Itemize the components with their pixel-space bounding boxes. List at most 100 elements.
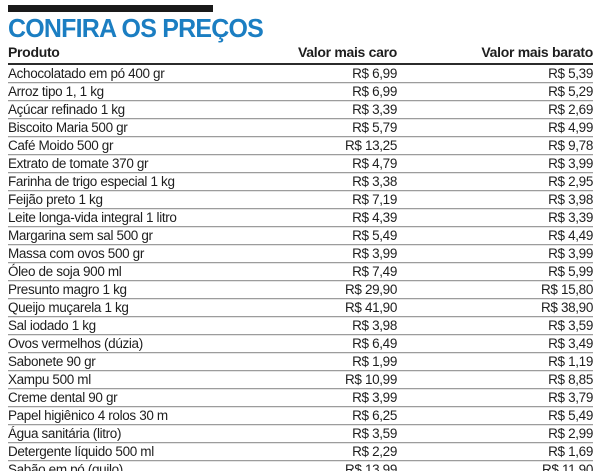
product-cell: Biscoito Maria 500 gr: [8, 120, 128, 135]
column-header-produto: Produto: [8, 44, 60, 60]
product-cell: Creme dental 90 gr: [8, 390, 118, 405]
product-cell: Farinha de trigo especial 1 kg: [8, 174, 175, 189]
expensive-cell: R$ 6,49: [352, 336, 397, 351]
cheap-cell: R$ 3,49: [548, 336, 593, 351]
cheap-cell: R$ 1,69: [548, 444, 593, 459]
expensive-cell: R$ 3,99: [352, 390, 397, 405]
title-accent-bar: [8, 5, 213, 12]
page-title: CONFIRA OS PREÇOS: [8, 13, 264, 43]
table-row: Sabão em pó (quilo) R$ 13,99 R$ 11,90: [8, 461, 593, 471]
expensive-cell: R$ 13,99: [345, 462, 397, 471]
expensive-cell: R$ 4,39: [352, 210, 397, 225]
expensive-cell: R$ 3,98: [352, 318, 397, 333]
expensive-cell: R$ 3,39: [352, 102, 397, 117]
expensive-cell: R$ 5,79: [352, 120, 397, 135]
product-cell: Extrato de tomate 370 gr: [8, 156, 149, 171]
expensive-cell: R$ 2,29: [352, 444, 397, 459]
table-row: Presunto magro 1 kg R$ 29,90 R$ 15,80: [8, 281, 593, 299]
product-cell: Feijão preto 1 kg: [8, 192, 103, 207]
product-cell: Achocolatado em pó 400 gr: [8, 66, 165, 81]
table-row: Leite longa-vida integral 1 litro R$ 4,3…: [8, 209, 593, 227]
expensive-cell: R$ 3,38: [352, 174, 397, 189]
cheap-cell: R$ 5,99: [548, 264, 593, 279]
table-row: Massa com ovos 500 gr R$ 3,99 R$ 3,99: [8, 245, 593, 263]
cheap-cell: R$ 4,99: [548, 120, 593, 135]
product-cell: Papel higiênico 4 rolos 30 m: [8, 408, 168, 423]
expensive-cell: R$ 13,25: [345, 138, 397, 153]
table-header-row: Produto Valor mais caro Valor mais barat…: [8, 43, 593, 65]
expensive-cell: R$ 41,90: [345, 300, 397, 315]
product-cell: Açúcar refinado 1 kg: [8, 102, 125, 117]
cheap-cell: R$ 3,39: [548, 210, 593, 225]
table-row: Detergente líquido 500 ml R$ 2,29 R$ 1,6…: [8, 443, 593, 461]
expensive-cell: R$ 6,25: [352, 408, 397, 423]
price-table: Produto Valor mais caro Valor mais barat…: [8, 43, 593, 471]
table-row: Ovos vermelhos (dúzia) R$ 6,49 R$ 3,49: [8, 335, 593, 353]
cheap-cell: R$ 11,90: [542, 462, 593, 471]
product-cell: Óleo de soja 900 ml: [8, 264, 122, 279]
table-body: Achocolatado em pó 400 gr R$ 6,99 R$ 5,3…: [8, 65, 593, 471]
product-cell: Sabonete 90 gr: [8, 354, 96, 369]
cheap-cell: R$ 5,29: [548, 84, 593, 99]
cheap-cell: R$ 2,95: [548, 174, 593, 189]
table-row: Café Moido 500 gr R$ 13,25 R$ 9,78: [8, 137, 593, 155]
cheap-cell: R$ 2,69: [548, 102, 593, 117]
expensive-cell: R$ 4,79: [352, 156, 397, 171]
table-row: Creme dental 90 gr R$ 3,99 R$ 3,79: [8, 389, 593, 407]
expensive-cell: R$ 3,59: [352, 426, 397, 441]
product-cell: Detergente líquido 500 ml: [8, 444, 154, 459]
cheap-cell: R$ 3,99: [548, 156, 593, 171]
cheap-cell: R$ 5,39: [548, 66, 593, 81]
product-cell: Presunto magro 1 kg: [8, 282, 127, 297]
product-cell: Café Moido 500 gr: [8, 138, 114, 153]
cheap-cell: R$ 5,49: [548, 408, 593, 423]
table-row: Sabonete 90 gr R$ 1,99 R$ 1,19: [8, 353, 593, 371]
table-row: Achocolatado em pó 400 gr R$ 6,99 R$ 5,3…: [8, 65, 593, 83]
table-row: Extrato de tomate 370 gr R$ 4,79 R$ 3,99: [8, 155, 593, 173]
table-row: Papel higiênico 4 rolos 30 m R$ 6,25 R$ …: [8, 407, 593, 425]
product-cell: Sabão em pó (quilo): [8, 462, 123, 471]
table-row: Feijão preto 1 kg R$ 7,19 R$ 3,98: [8, 191, 593, 209]
product-cell: Margarina sem sal 500 gr: [8, 228, 153, 243]
product-cell: Leite longa-vida integral 1 litro: [8, 210, 177, 225]
product-cell: Queijo muçarela 1 kg: [8, 300, 129, 315]
table-row: Xampu 500 ml R$ 10,99 R$ 8,85: [8, 371, 593, 389]
product-cell: Sal iodado 1 kg: [8, 318, 96, 333]
cheap-cell: R$ 4,49: [548, 228, 593, 243]
product-cell: Massa com ovos 500 gr: [8, 246, 144, 261]
cheap-cell: R$ 3,98: [548, 192, 593, 207]
expensive-cell: R$ 7,19: [352, 192, 397, 207]
table-row: Farinha de trigo especial 1 kg R$ 3,38 R…: [8, 173, 593, 191]
product-cell: Arroz tipo 1, 1 kg: [8, 84, 104, 99]
cheap-cell: R$ 38,90: [541, 300, 593, 315]
column-header-valor-mais-barato: Valor mais barato: [481, 44, 593, 60]
product-cell: Água sanitária (litro): [8, 426, 122, 441]
expensive-cell: R$ 10,99: [345, 372, 397, 387]
cheap-cell: R$ 3,99: [548, 246, 593, 261]
product-cell: Ovos vermelhos (dúzia): [8, 336, 143, 351]
cheap-cell: R$ 8,85: [548, 372, 593, 387]
table-row: Margarina sem sal 500 gr R$ 5,49 R$ 4,49: [8, 227, 593, 245]
table-row: Arroz tipo 1, 1 kg R$ 6,99 R$ 5,29: [8, 83, 593, 101]
expensive-cell: R$ 5,49: [352, 228, 397, 243]
cheap-cell: R$ 3,59: [548, 318, 593, 333]
expensive-cell: R$ 3,99: [352, 246, 397, 261]
cheap-cell: R$ 2,99: [548, 426, 593, 441]
expensive-cell: R$ 1,99: [352, 354, 397, 369]
cheap-cell: R$ 1,19: [548, 354, 593, 369]
table-row: Açúcar refinado 1 kg R$ 3,39 R$ 2,69: [8, 101, 593, 119]
product-cell: Xampu 500 ml: [8, 372, 91, 387]
table-row: Queijo muçarela 1 kg R$ 41,90 R$ 38,90: [8, 299, 593, 317]
cheap-cell: R$ 3,79: [548, 390, 593, 405]
expensive-cell: R$ 6,99: [352, 66, 397, 81]
expensive-cell: R$ 29,90: [345, 282, 397, 297]
cheap-cell: R$ 15,80: [541, 282, 593, 297]
table-row: Água sanitária (litro) R$ 3,59 R$ 2,99: [8, 425, 593, 443]
table-row: Sal iodado 1 kg R$ 3,98 R$ 3,59: [8, 317, 593, 335]
column-header-valor-mais-caro: Valor mais caro: [297, 44, 397, 60]
expensive-cell: R$ 7,49: [352, 264, 397, 279]
expensive-cell: R$ 6,99: [352, 84, 397, 99]
cheap-cell: R$ 9,78: [548, 138, 593, 153]
table-row: Óleo de soja 900 ml R$ 7,49 R$ 5,99: [8, 263, 593, 281]
